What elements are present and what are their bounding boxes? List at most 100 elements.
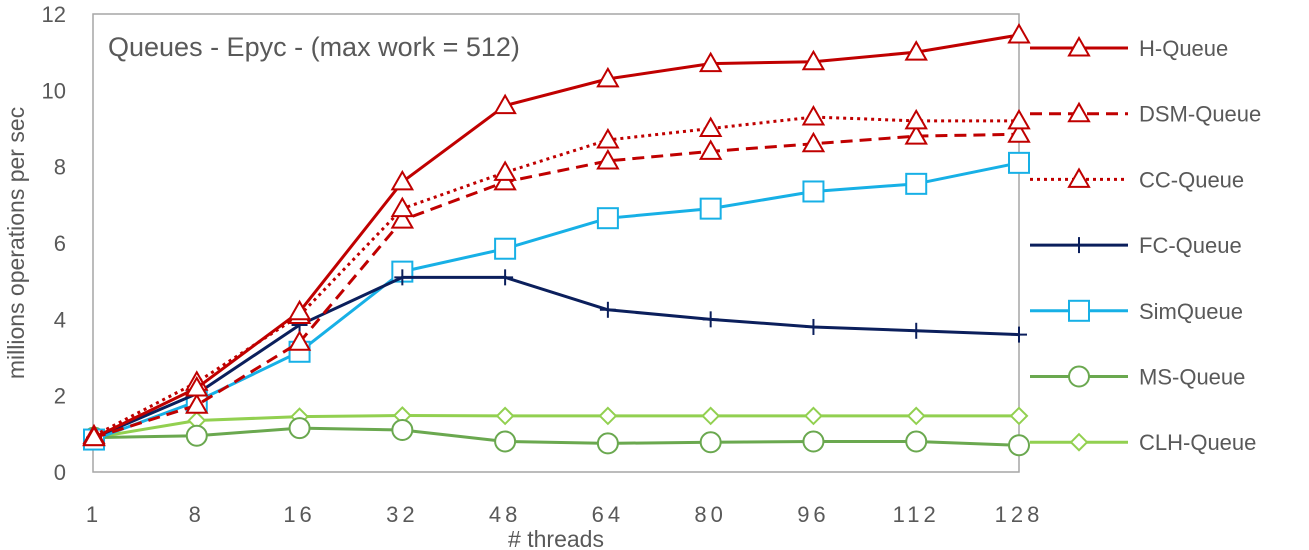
legend-marker [1069,432,1089,452]
data-point-ms-queue [699,431,722,454]
x-tick-label: 96 [797,502,829,527]
data-point-cc-queue [698,116,723,137]
data-point-dsm-queue [698,139,723,160]
data-point-cc-queue [596,127,620,149]
x-tick-label: 64 [592,502,624,527]
x-tick-label: 112 [893,502,940,527]
chart-title: Queues - Epyc - (max work = 512) [108,32,520,62]
data-point-fc-queue [1011,326,1027,343]
legend-item-ms-queue: MS-Queue [1030,365,1245,390]
x-tick-label: 16 [283,502,315,527]
plot-area-frame [92,13,1020,473]
x-axis-ticks: 1 8 16 32 48 64 80 96 112 128 [86,502,1044,527]
data-point-cc-queue [493,160,517,181]
series-line-clh-queue [93,414,1019,440]
data-point-fc-queue [599,301,616,318]
legend-item-dsm-queue: DSM-Queue [1030,101,1261,127]
series-layer [82,22,1031,457]
legend-marker [1067,101,1091,123]
series-line-h-queue [93,33,1020,440]
data-point-clh-queue [598,406,618,426]
data-point-h-queue [390,169,415,191]
series-line-cc-queue [93,115,1019,438]
data-point-dsm-queue [904,124,928,145]
data-point-h-queue [287,299,312,321]
data-point-fc-queue [702,311,719,328]
data-point-simqueue [596,207,619,230]
data-point-dsm-queue [390,208,415,229]
series-cc-queue [82,105,1031,445]
data-point-h-queue [82,425,106,447]
legend-label: CLH-Queue [1139,430,1256,455]
legend-item-fc-queue: FC-Queue [1030,233,1242,258]
data-point-fc-queue [394,269,411,286]
data-point-dsm-queue [1007,122,1031,143]
y-tick-label: 10 [42,78,66,103]
legend-label: SimQueue [1139,299,1243,324]
legend-item-clh-queue: CLH-Queue [1030,430,1256,455]
data-point-dsm-queue [185,393,209,414]
data-point-fc-queue [805,318,822,335]
data-point-h-queue [185,376,209,397]
data-point-simqueue [699,197,722,220]
data-point-ms-queue [185,424,208,447]
legend-label: MS-Queue [1139,365,1245,390]
series-h-queue [82,22,1031,447]
legend-label: FC-Queue [1139,233,1242,258]
data-point-simqueue [494,237,517,260]
x-tick-label: 8 [189,502,205,527]
x-tick-label: 32 [386,502,418,527]
data-point-fc-queue [908,322,925,339]
data-point-simqueue [1008,151,1030,174]
legend-label: DSM-Queue [1139,102,1261,127]
data-point-clh-queue [804,406,823,426]
data-point-clh-queue [701,406,721,426]
legend-item-cc-queue: CC-Queue [1030,167,1244,192]
y-axis-ticks: 0 2 4 6 8 10 12 [42,2,66,485]
data-point-ms-queue [288,417,311,440]
legend-marker [1067,35,1091,57]
data-point-ms-queue [1008,434,1030,457]
series-clh-queue [84,406,1029,448]
data-point-h-queue [801,49,826,71]
series-dsm-queue [82,122,1031,447]
x-tick-label: 1 [86,502,102,527]
x-tick-label: 48 [489,502,521,527]
data-point-ms-queue [494,430,517,453]
legend: H-Queue DSM-Queue CC-Queue FC-Queue SimQueue… [1030,35,1261,455]
x-tick-label: 80 [694,502,726,527]
series-ms-queue [83,417,1030,457]
data-point-cc-queue [1007,108,1031,130]
legend-marker [1068,299,1090,322]
data-point-simqueue [802,180,825,203]
series-line-ms-queue [93,426,1020,447]
series-line-simqueue [93,161,1020,441]
data-point-ms-queue [596,432,619,455]
data-point-h-queue [698,51,723,73]
legend-marker [1071,237,1087,254]
y-axis-title: millions operations per sec [3,107,29,379]
legend-label: H-Queue [1139,36,1228,61]
legend-item-simqueue: SimQueue [1030,299,1243,324]
series-line-fc-queue [93,275,1020,440]
data-point-clh-queue [1009,406,1029,426]
data-point-dsm-queue [801,131,826,153]
legend-item-h-queue: H-Queue [1030,35,1228,61]
data-point-ms-queue [391,419,414,442]
data-point-simqueue [905,172,928,195]
x-tick-label: 128 [995,502,1044,527]
y-tick-label: 12 [42,2,66,27]
data-point-h-queue [493,93,517,115]
y-tick-label: 0 [54,460,66,485]
x-axis-title: # threads [508,526,604,550]
y-tick-label: 4 [54,307,66,332]
data-point-ms-queue [905,430,928,453]
data-point-ms-queue [802,430,825,453]
data-point-dsm-queue [596,148,620,170]
data-point-h-queue [1007,22,1031,44]
data-point-fc-queue [497,269,514,286]
data-point-clh-queue [906,406,926,426]
y-tick-label: 8 [54,155,66,180]
data-point-h-queue [596,66,620,88]
